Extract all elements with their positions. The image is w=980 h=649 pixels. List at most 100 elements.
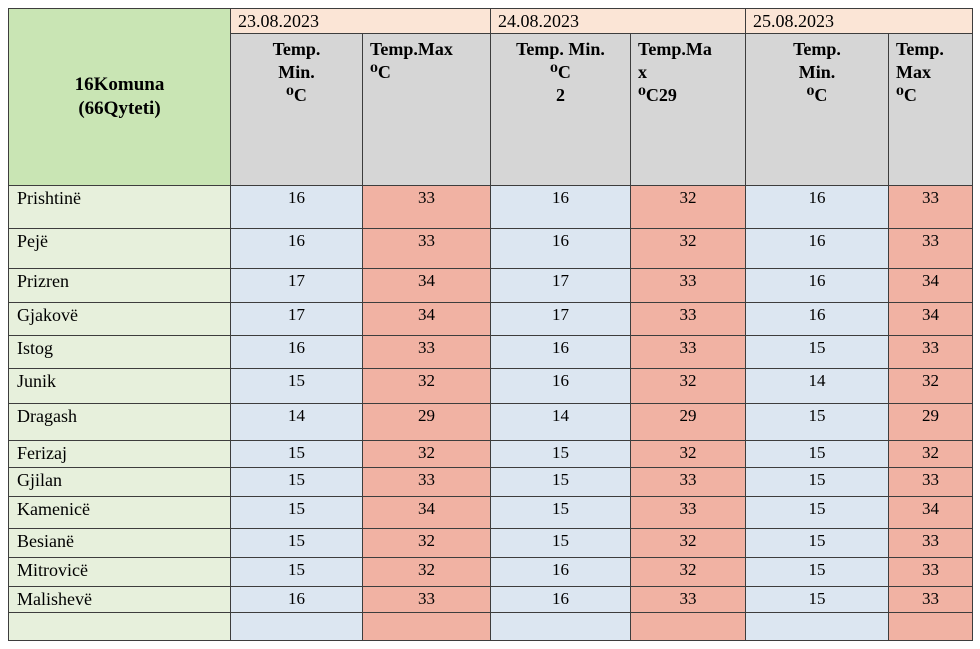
table-row: Prizren 17 34 17 33 16 34 [8, 268, 973, 303]
temp-min-header-25: Temp. Min. ⁰C [745, 33, 889, 186]
table-row: Dragash 14 29 14 29 15 29 [8, 403, 973, 441]
municipality-cell: Junik [8, 368, 231, 404]
temp-min-cell: 17 [230, 302, 363, 336]
temp-max-cell: 32 [888, 440, 973, 468]
temp-max-cell: 33 [630, 302, 746, 336]
temp-min-cell: 16 [745, 302, 889, 336]
temp-max-cell: 34 [362, 302, 491, 336]
table-row: Gjakovë 17 34 17 33 16 34 [8, 302, 973, 336]
temp-max-cell: 29 [888, 403, 973, 441]
table-row: Mitrovicë 15 32 16 32 15 33 [8, 557, 973, 587]
temp-min-cell: 16 [490, 586, 631, 613]
municipality-cell: Gjilan [8, 467, 231, 497]
temp-max-cell: 33 [630, 586, 746, 613]
temp-max-cell: 33 [362, 467, 491, 497]
temp-max-cell: 34 [888, 268, 973, 303]
municipality-cell: Besianë [8, 528, 231, 558]
temp-min-cell: 15 [490, 440, 631, 468]
temp-min-cell: 16 [490, 228, 631, 269]
temp-max-cell [630, 612, 746, 641]
temp-min-cell: 14 [490, 403, 631, 441]
municipality-cell: Prishtinë [8, 185, 231, 229]
table-row: Junik 15 32 16 32 14 32 [8, 368, 973, 404]
temp-min-cell: 15 [745, 586, 889, 613]
municipality-cell: Dragash [8, 403, 231, 441]
temp-max-cell: 33 [630, 268, 746, 303]
temp-min-cell: 17 [490, 268, 631, 303]
temp-min-cell: 16 [490, 185, 631, 229]
temp-max-cell: 32 [630, 557, 746, 587]
temp-max-cell: 33 [362, 185, 491, 229]
temp-min-cell: 17 [490, 302, 631, 336]
temp-max-cell: 33 [630, 467, 746, 497]
temp-min-header-23: Temp. Min. ⁰C [230, 33, 363, 186]
temp-min-cell [490, 612, 631, 641]
table-row: Kamenicë 15 34 15 33 15 34 [8, 496, 973, 529]
temp-max-cell: 32 [362, 368, 491, 404]
temp-max-cell: 32 [630, 228, 746, 269]
temp-max-cell: 29 [362, 403, 491, 441]
temp-max-cell: 29 [630, 403, 746, 441]
temp-min-cell: 15 [230, 528, 363, 558]
table-row [8, 612, 973, 641]
temp-max-cell: 34 [888, 302, 973, 336]
temp-max-cell: 33 [888, 586, 973, 613]
temp-min-cell: 16 [490, 335, 631, 369]
municipality-cell: Istog [8, 335, 231, 369]
date-header-23-08: 23.08.2023 [230, 8, 491, 34]
temp-max-cell: 32 [362, 440, 491, 468]
temp-min-cell: 15 [230, 368, 363, 404]
municipality-cell [8, 612, 231, 641]
temp-min-cell: 15 [745, 528, 889, 558]
temp-min-cell: 15 [745, 335, 889, 369]
temp-min-cell: 16 [230, 335, 363, 369]
temp-min-cell: 15 [745, 557, 889, 587]
measure-header-row: Temp. Min. ⁰C Temp.Max ⁰C Temp. Min. ⁰C … [9, 33, 973, 186]
municipality-cell: Prizren [8, 268, 231, 303]
temp-min-cell [745, 612, 889, 641]
temp-max-header-23: Temp.Max ⁰C [362, 33, 491, 186]
temp-min-cell: 16 [230, 586, 363, 613]
temp-max-header-24: Temp.Ma x ⁰C29 [630, 33, 746, 186]
temp-min-header-24: Temp. Min. ⁰C 2 [490, 33, 631, 186]
temp-max-cell: 33 [888, 228, 973, 269]
municipality-cell: Ferizaj [8, 440, 231, 468]
date-header-24-08: 24.08.2023 [490, 8, 746, 34]
temp-min-cell: 15 [745, 496, 889, 529]
temp-max-cell: 32 [362, 528, 491, 558]
temp-min-cell: 15 [745, 403, 889, 441]
temp-min-cell: 16 [745, 185, 889, 229]
temp-max-header-25: Temp. Max ⁰C [888, 33, 973, 186]
temp-max-cell: 33 [888, 467, 973, 497]
temp-max-cell: 33 [888, 528, 973, 558]
table-row: Prishtinë 16 33 16 32 16 33 [8, 185, 973, 229]
temp-min-cell: 15 [490, 496, 631, 529]
table-body: Prishtinë 16 33 16 32 16 33 Pejë 16 33 16 32 16 33 Pri… [8, 185, 973, 641]
temp-min-cell: 16 [230, 228, 363, 269]
temp-max-cell: 33 [362, 335, 491, 369]
temp-min-cell: 15 [230, 467, 363, 497]
temp-min-cell: 15 [745, 467, 889, 497]
temp-max-cell: 32 [630, 440, 746, 468]
temp-max-cell: 33 [630, 496, 746, 529]
table-row: Besianë 15 32 15 32 15 33 [8, 528, 973, 558]
table-row: Pejë 16 33 16 32 16 33 [8, 228, 973, 269]
temp-min-cell: 16 [745, 268, 889, 303]
temp-max-cell: 32 [362, 557, 491, 587]
table-row: Malishevë 16 33 16 33 15 33 [8, 586, 973, 613]
table-row: Istog 16 33 16 33 15 33 [8, 335, 973, 369]
date-header-row: 16Komuna (66Qyteti) 23.08.2023 24.08.202… [8, 8, 973, 186]
temp-max-cell: 34 [362, 496, 491, 529]
temp-max-cell: 34 [362, 268, 491, 303]
table-row: Gjilan 15 33 15 33 15 33 [8, 467, 973, 497]
temperature-table: 16Komuna (66Qyteti) 23.08.2023 24.08.202… [8, 8, 973, 641]
corner-header-municipalities: 16Komuna (66Qyteti) [8, 8, 231, 186]
temp-max-cell [888, 612, 973, 641]
temp-max-cell: 33 [888, 335, 973, 369]
temp-max-cell: 33 [630, 335, 746, 369]
temp-max-cell: 33 [362, 586, 491, 613]
temp-min-cell: 15 [230, 440, 363, 468]
temp-max-cell: 32 [630, 528, 746, 558]
temp-max-cell: 33 [888, 185, 973, 229]
